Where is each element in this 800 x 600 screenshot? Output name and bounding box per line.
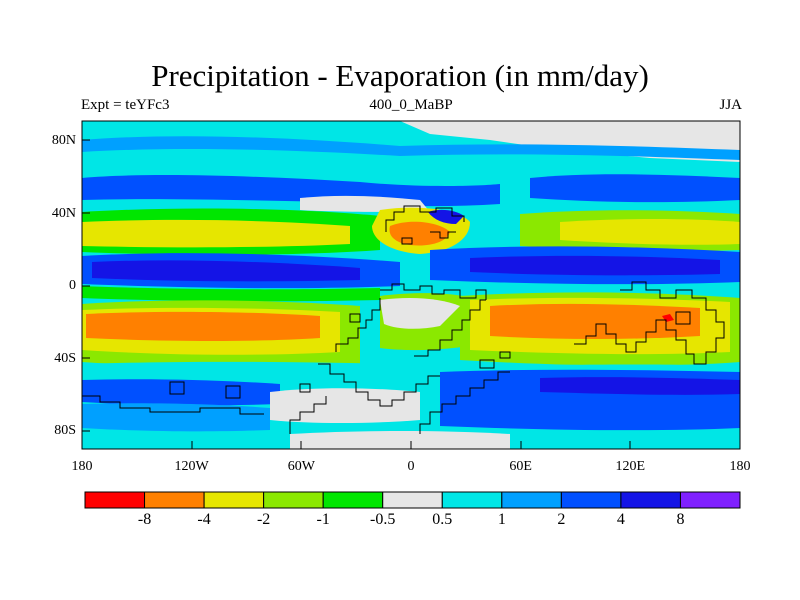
colorbar-swatch — [144, 491, 205, 509]
colorbar-label: 1 — [497, 511, 506, 528]
map-field — [82, 121, 740, 449]
south-light-wet-patch — [82, 403, 270, 432]
east-gondwana-inner — [675, 311, 691, 325]
colorbar-label: -8 — [137, 511, 152, 528]
y-tick-label: 80S — [54, 423, 76, 438]
x-tick-label: 180 — [729, 459, 751, 474]
gondwana-west-coast — [335, 298, 381, 352]
x-tick-label: 120W — [174, 459, 209, 474]
colorbar-swatch — [84, 491, 146, 509]
south-continent-coast — [318, 363, 440, 407]
laurasia-orange-core — [389, 221, 450, 246]
east-gondwana-block — [574, 281, 725, 365]
x-tick-label: 120E — [615, 459, 646, 474]
colorbar-swatch — [620, 491, 681, 509]
north-neutral-gap — [300, 195, 430, 212]
colorbar-label: 8 — [676, 511, 685, 528]
x-tick-label: 60E — [509, 459, 532, 474]
south-dry-orange-belt-west — [86, 311, 320, 341]
mid-south-islands — [479, 351, 511, 369]
south-neutral-patch — [270, 388, 420, 423]
season-label: JJA — [719, 97, 742, 113]
colorbar-swatch — [322, 491, 384, 509]
colorbar-label: -4 — [197, 511, 211, 528]
gondwana-small-island — [349, 313, 361, 323]
colorbar-label: -2 — [256, 511, 271, 528]
south-polar-neutral — [290, 431, 510, 449]
y-tick-label: 40N — [51, 205, 76, 221]
y-tick-label: 80N — [51, 133, 76, 148]
colorbar-label: -0.5 — [370, 511, 396, 528]
colorbar-swatch — [441, 491, 503, 509]
colorbar-label: 0.5 — [432, 511, 453, 528]
continent-outlines — [82, 205, 725, 434]
x-tick-label: 0 — [407, 459, 415, 474]
south-continent-east-coast — [419, 371, 510, 434]
colorbar-swatch — [560, 491, 622, 509]
colorbar-swatch — [382, 491, 443, 509]
laurasia-south-coast — [430, 231, 456, 239]
colorbar-swatch — [203, 491, 265, 509]
laurasia-small-inlet — [401, 237, 413, 245]
colorbar-swatch — [263, 491, 324, 509]
south-wet-band-west — [82, 379, 280, 406]
x-tick-label: 180 — [71, 459, 93, 474]
colorbar-swatch — [501, 491, 562, 509]
equatorial-green-strip — [82, 286, 380, 302]
south-continent-lower-coast — [289, 396, 327, 434]
itcz-strong-band-east — [470, 255, 720, 276]
south-dry-orange-belt-east — [490, 303, 700, 339]
north-wet-band-east — [530, 174, 740, 203]
axis-ticks — [81, 139, 741, 449]
north-dry-yellow-belt-west — [82, 219, 350, 248]
southwest-coast — [82, 395, 264, 415]
colorbar — [84, 491, 741, 509]
south-strong-wet-band — [540, 377, 740, 395]
x-tick-label: 60W — [287, 459, 315, 474]
colorbar-label: 2 — [557, 511, 566, 528]
southwest-island-chain — [169, 381, 311, 399]
chart-title: Precipitation - Evaporation (in mm/day) — [151, 58, 649, 93]
gondwana-neutral-area — [380, 298, 460, 329]
colorbar-swatch — [679, 491, 741, 509]
y-tick-label: 0 — [69, 278, 76, 293]
gondwana-east-coast — [414, 299, 486, 357]
equatorial-coast — [380, 283, 487, 300]
colorbar-label: -1 — [316, 511, 330, 528]
north-pacific-light-band — [82, 136, 740, 160]
itcz-strong-band-west — [92, 260, 360, 282]
experiment-label: Expt = teYFc3 — [81, 97, 170, 113]
north-wet-spot — [428, 209, 464, 224]
north-dry-yellow-belt-east — [560, 219, 740, 245]
laurasia-north-coast — [385, 205, 465, 232]
south-polar-light-band — [82, 433, 290, 449]
colorbar-label: 4 — [616, 511, 625, 528]
time-period-label: 400_0_MaBP — [369, 97, 453, 113]
y-tick-label: 40S — [54, 350, 76, 366]
